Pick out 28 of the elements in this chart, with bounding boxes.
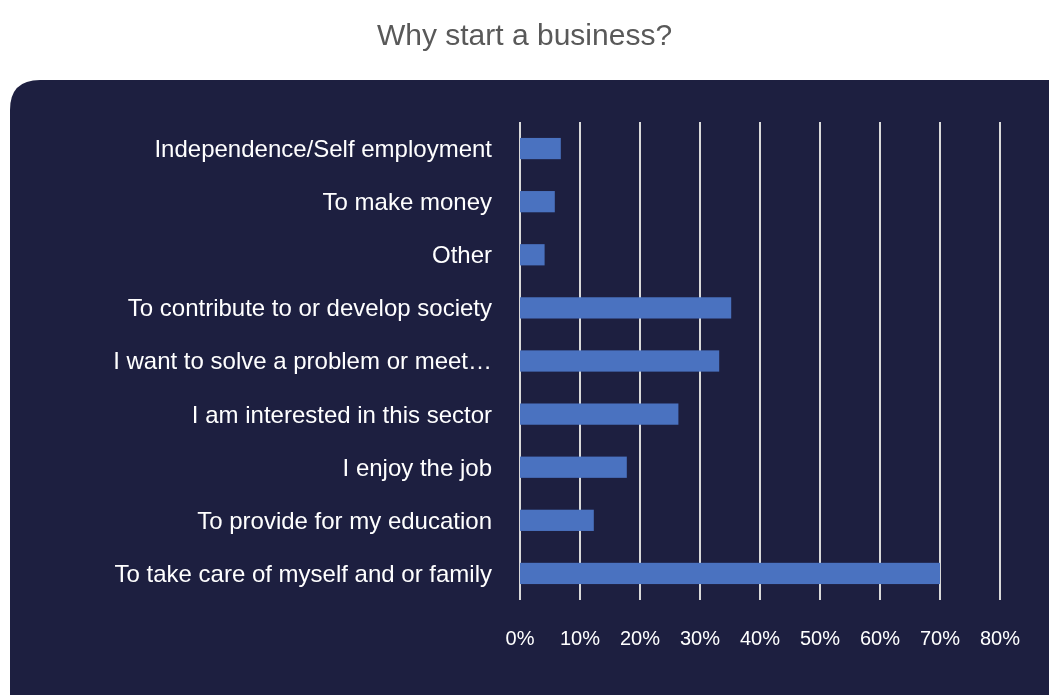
- y-tick-label: To contribute to or develop society: [127, 294, 492, 322]
- bar: [520, 191, 555, 213]
- y-tick-label: Independence/Self employment: [154, 134, 493, 162]
- x-tick-label: 70%: [919, 627, 961, 649]
- y-tick-label: I enjoy the job: [342, 453, 492, 481]
- bar: [520, 562, 940, 585]
- bar: [520, 403, 679, 425]
- y-tick-label: Other: [431, 241, 492, 269]
- y-tick-label: To make money: [322, 188, 492, 216]
- bar: [520, 244, 545, 266]
- bar: [520, 350, 720, 372]
- bar: [520, 456, 627, 478]
- y-tick-label: I want to solve a problem or meet…: [113, 347, 492, 375]
- bar: [520, 137, 561, 160]
- bar: [520, 509, 594, 531]
- x-tick-label: 10%: [559, 627, 601, 649]
- y-tick-label: To provide for my education: [197, 506, 492, 534]
- bar: [520, 297, 732, 319]
- x-tick-label: 50%: [799, 627, 841, 649]
- x-tick-label: 80%: [979, 627, 1021, 649]
- x-tick-label: 40%: [739, 627, 781, 649]
- x-tick-label: 20%: [619, 627, 661, 649]
- y-tick-label: To take care of myself and or family: [114, 559, 492, 587]
- y-tick-label: I am interested in this sector: [191, 400, 492, 428]
- x-tick-label: 60%: [859, 627, 901, 649]
- chart-title: Why start a business?: [376, 18, 673, 51]
- x-tick-label: 0%: [505, 627, 535, 649]
- x-tick-label: 30%: [679, 627, 721, 649]
